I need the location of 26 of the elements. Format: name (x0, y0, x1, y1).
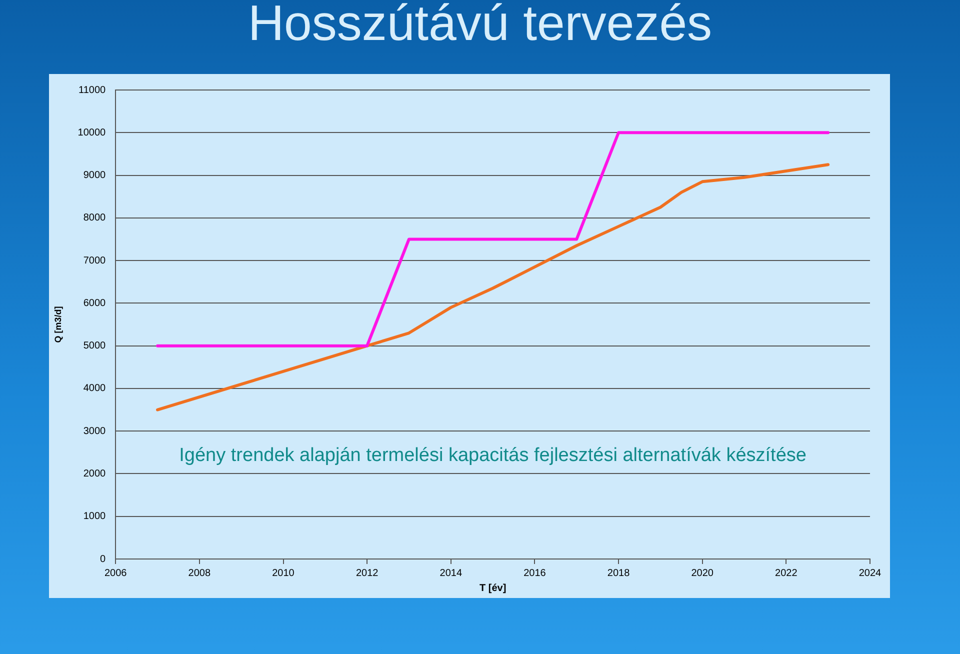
y-tick-label: 8000 (83, 212, 106, 224)
x-tick-label: 2006 (104, 568, 128, 579)
x-tick-label: 2012 (356, 568, 379, 579)
y-tick-label: 1000 (83, 511, 106, 522)
y-tick-label: 7000 (83, 255, 106, 266)
y-tick-label: 10000 (78, 127, 106, 138)
y-tick-label: 0 (100, 554, 106, 565)
y-tick-label: 6000 (83, 298, 106, 309)
x-tick-label: 2022 (775, 568, 798, 579)
x-tick-label: 2014 (440, 568, 462, 579)
chart-title: Hosszútávú tervezés (246, 0, 714, 52)
x-tick-label: 2016 (524, 568, 546, 579)
y-tick-label: 5000 (83, 340, 106, 352)
x-tick-label: 2010 (272, 568, 295, 579)
y-tick-label: 4000 (83, 383, 106, 394)
x-axis-title: T [év] (479, 582, 506, 594)
x-tick-label: 2018 (607, 568, 630, 579)
x-tick-label: 2020 (691, 568, 714, 579)
y-tick-label: 11000 (78, 84, 106, 96)
x-tick-label: 2008 (188, 568, 211, 579)
y-tick-label: 9000 (83, 170, 106, 182)
annotation: Igény trendek alapján termelési kapacitás fejlesztési alternatívák készítése (179, 445, 806, 466)
y-tick-label: 3000 (83, 426, 106, 437)
y-axis-title: Q [m3/d] (52, 306, 63, 343)
y-tick-label: 2000 (83, 468, 106, 480)
x-tick-label: 2024 (858, 568, 882, 579)
